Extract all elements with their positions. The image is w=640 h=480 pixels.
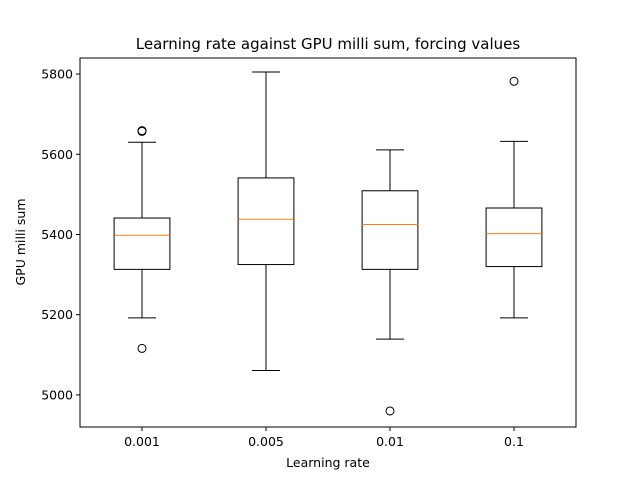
y-axis-label: GPU milli sum [13,199,28,286]
x-axis-ticks: 0.001 0.005 0.01 0.1 [124,427,524,449]
x-tick-label: 0.01 [376,434,404,449]
outlier-point [509,76,519,86]
x-tick-label: 0.005 [248,434,284,449]
axes-frame [79,57,577,428]
y-tick-label: 5400 [41,227,73,242]
y-tick-label: 5800 [41,67,73,82]
outlier-point [385,406,395,416]
y-tick-label: 5600 [41,147,73,162]
y-tick-label: 5000 [41,387,73,402]
box-2 [237,71,295,371]
iqr-box [237,177,295,266]
plot-area [113,71,543,416]
x-axis-label: Learning rate [286,455,370,470]
outlier-point [137,126,147,136]
box-1 [113,126,171,353]
chart-title: Learning rate against GPU milli sum, for… [136,35,521,53]
box-4 [485,76,543,319]
iqr-box [361,190,419,270]
box-3 [361,149,419,416]
iqr-box [113,217,171,270]
y-tick-label: 5200 [41,307,73,322]
x-tick-label: 0.001 [124,434,160,449]
x-tick-label: 0.1 [504,434,524,449]
y-axis-ticks: 5000 5200 5400 5600 5800 [41,67,80,402]
outlier-point [137,343,147,353]
iqr-box [485,207,543,268]
